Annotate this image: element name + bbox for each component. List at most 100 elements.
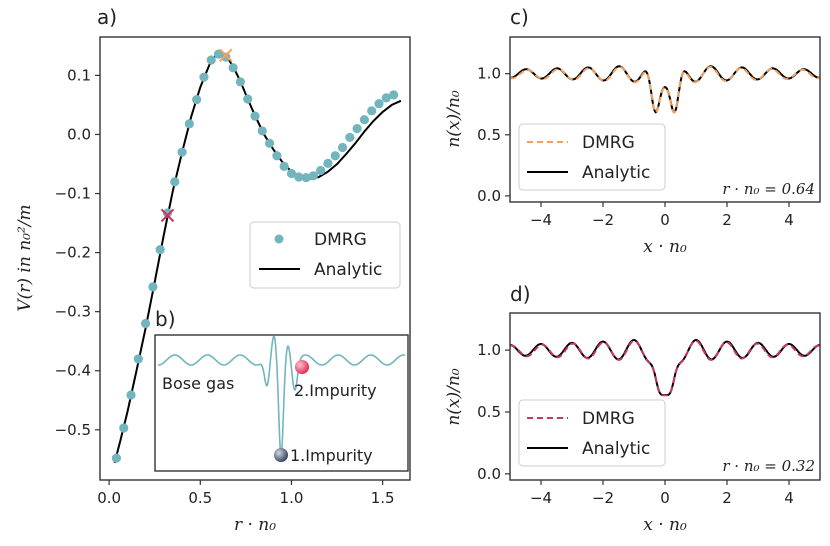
xtick-label: −2 <box>592 211 614 229</box>
a-dmrg-point <box>359 115 370 125</box>
panel-d-ylabel: n(x)/n₀ <box>444 368 464 425</box>
panel-d-legend: DMRG Analytic <box>518 399 666 467</box>
panel-d: d) −4 −2 0 2 4 0.0 0.5 1.0 x · n₀ n(x)/n₀ r · n… <box>444 282 821 535</box>
a-xtick-label: 1.5 <box>371 489 395 507</box>
xtick-label: 0 <box>660 211 670 229</box>
panel-c: c) −4 −2 0 2 4 0.0 0.5 1.0 x · n₀ n(x)/n₀ r · n… <box>444 5 821 257</box>
xtick-label: −4 <box>530 489 552 507</box>
a-x-marker <box>160 208 175 223</box>
xtick-label: 2 <box>722 489 732 507</box>
analytic-line <box>509 65 821 114</box>
a-dmrg-point <box>367 106 377 116</box>
panel-c-label: c) <box>510 5 529 29</box>
panel-d-annotation: r · n₀ = 0.32 <box>722 457 815 475</box>
legend-dmrg-marker <box>274 234 284 244</box>
panel-d-legend-analytic-label: Analytic <box>582 439 650 459</box>
a-dmrg-point <box>148 282 158 292</box>
a-dmrg-point <box>119 423 129 433</box>
a-dmrg-point <box>192 95 202 105</box>
a-dmrg-point <box>272 151 282 161</box>
a-dmrg-point <box>264 138 275 148</box>
xtick-label: 4 <box>784 489 794 507</box>
a-dmrg-point <box>133 354 143 364</box>
impurity-1-label: 1.Impurity <box>290 446 373 465</box>
analytic-line <box>509 338 821 396</box>
a-ytick-label: 0.0 <box>67 125 91 143</box>
panel-c-legend: DMRG Analytic <box>518 123 666 191</box>
panel-a-label: a) <box>97 5 117 29</box>
a-ytick-label: −0.4 <box>55 362 91 380</box>
a-dmrg-point <box>221 52 231 62</box>
a-dmrg-point <box>308 171 318 181</box>
a-dmrg-point <box>388 90 399 100</box>
panel-c-ylabel: n(x)/n₀ <box>444 90 464 147</box>
impurity-2-label: 2.Impurity <box>294 381 377 400</box>
panel-d-label: d) <box>510 282 531 306</box>
a-ytick-label: −0.2 <box>55 244 91 262</box>
bose-gas-label: Bose gas <box>162 374 234 393</box>
a-dmrg-point <box>279 161 289 171</box>
panel-d-legend-dmrg-label: DMRG <box>582 409 635 429</box>
xtick-label: 0 <box>660 489 670 507</box>
panel-c-legend-analytic-label: Analytic <box>582 163 650 183</box>
impurity-2-ball <box>295 360 309 374</box>
a-dmrg-point <box>381 93 391 103</box>
xtick-label: 2 <box>722 211 732 229</box>
panel-d-xlabel: x · n₀ <box>643 515 687 535</box>
a-ytick-label: −0.3 <box>55 303 91 321</box>
a-dmrg-point <box>374 99 384 109</box>
a-dmrg-point <box>250 111 260 121</box>
impurity-1-ball <box>274 448 288 462</box>
inset-b: b) Bose gas 2.Impurity 1.Impurity <box>154 307 409 472</box>
ytick-label: 0.0 <box>477 187 501 205</box>
a-dmrg-point <box>184 119 194 129</box>
a-ytick-label: 0.1 <box>67 66 91 84</box>
a-dmrg-point <box>286 168 297 179</box>
a-dmrg-point <box>126 390 136 400</box>
panel-a-legend-box <box>249 221 401 289</box>
panel-c-annotation: r · n₀ = 0.64 <box>722 180 815 198</box>
panel-a-xlabel: r · n₀ <box>234 515 276 535</box>
a-dmrg-point <box>316 165 326 176</box>
a-dmrg-point <box>199 72 209 82</box>
a-dmrg-point <box>228 63 238 73</box>
panel-d-frame <box>509 312 821 481</box>
xtick-label: −4 <box>530 211 552 229</box>
ytick-label: 1.0 <box>477 341 501 359</box>
a-dmrg-point <box>235 77 246 87</box>
a-dmrg-point <box>155 245 165 255</box>
a-dmrg-point <box>352 123 362 134</box>
a-dmrg-point <box>330 151 340 161</box>
a-dmrg-point <box>111 453 122 463</box>
a-dmrg-point <box>294 172 304 182</box>
panel-c-legend-box <box>518 123 666 191</box>
dmrg-line <box>509 339 821 397</box>
ytick-label: 0.0 <box>477 465 501 483</box>
a-dmrg-point <box>345 132 355 143</box>
a-dmrg-point <box>170 177 180 187</box>
a-dmrg-point <box>162 208 173 218</box>
inset-b-label: b) <box>155 307 176 331</box>
panel-a-frame <box>99 36 411 481</box>
a-x-marker <box>219 48 233 63</box>
a-dmrg-point <box>213 49 224 59</box>
a-dmrg-point <box>301 172 311 183</box>
a-xtick-label: 1.0 <box>280 489 304 507</box>
a-ytick-label: −0.1 <box>55 185 91 203</box>
panel-c-xlabel: x · n₀ <box>643 237 687 257</box>
ytick-label: 0.5 <box>477 403 501 421</box>
a-dmrg-point <box>323 158 333 169</box>
a-dmrg-point <box>337 142 348 153</box>
ytick-label: 0.5 <box>477 126 501 144</box>
xtick-label: −2 <box>592 489 614 507</box>
a-xtick-label: 0.0 <box>97 489 121 507</box>
legend-dmrg-label: DMRG <box>314 230 367 250</box>
a-dmrg-point <box>257 126 267 136</box>
a-ytick-label: −0.5 <box>55 421 91 439</box>
xtick-label: 4 <box>784 211 794 229</box>
a-dmrg-point <box>140 318 151 329</box>
dmrg-line <box>509 66 821 114</box>
a-dmrg-point <box>177 147 187 157</box>
panel-a: a) 0.0 0.5 1.0 1.5 −0.5 −0.4 −0.3 −0.2 −0.1 0.0 0.… <box>15 5 411 535</box>
